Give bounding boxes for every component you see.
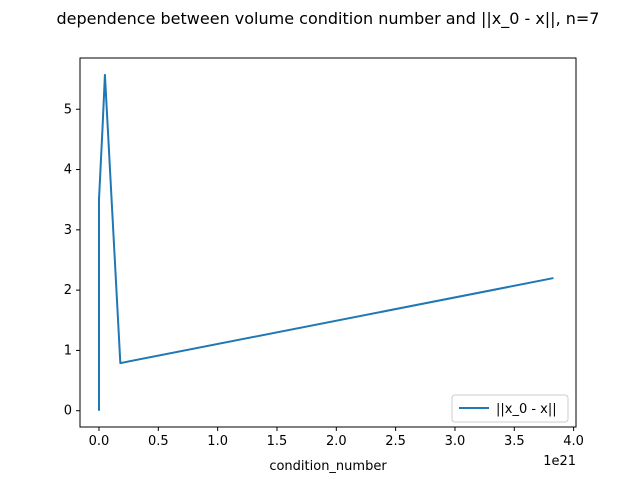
y-tick-label: 5 [64,102,72,117]
legend: ||x_0 - x|| [451,394,569,423]
chart-title: dependence between volume condition numb… [57,9,600,29]
x-tick-label: 4.0 [563,434,584,449]
x-tick-label: 2.0 [326,434,347,449]
series-layer [97,73,554,411]
y-tick-label: 3 [64,223,72,238]
x-tick-label: 1.5 [267,434,288,449]
x-tick-label: 3.5 [504,434,525,449]
y-axis-ticks: 0 1 2 3 4 5 [64,102,80,419]
x-tick-label: 3.0 [445,434,466,449]
legend-label: ||x_0 - x|| [496,402,557,417]
x-tick-label: 0.0 [89,434,110,449]
x-tick-label: 1.0 [207,434,228,449]
y-tick-label: 1 [64,343,72,358]
x-tick-label: 2.5 [385,434,406,449]
axes-frame [79,57,577,428]
plot-area [79,57,577,428]
y-tick-label: 0 [64,404,72,419]
x-axis-ticks: 0.0 0.5 1.0 1.5 2.0 2.5 3.0 3.5 4.0 [89,427,584,449]
y-tick-label: 2 [64,283,72,298]
y-tick-label: 4 [64,163,72,178]
x-axis-offset-text: 1e21 [543,454,576,469]
x-tick-label: 0.5 [148,434,169,449]
series-line [97,73,554,411]
x-axis-label: condition_number [269,459,387,474]
legend-box [451,394,569,423]
